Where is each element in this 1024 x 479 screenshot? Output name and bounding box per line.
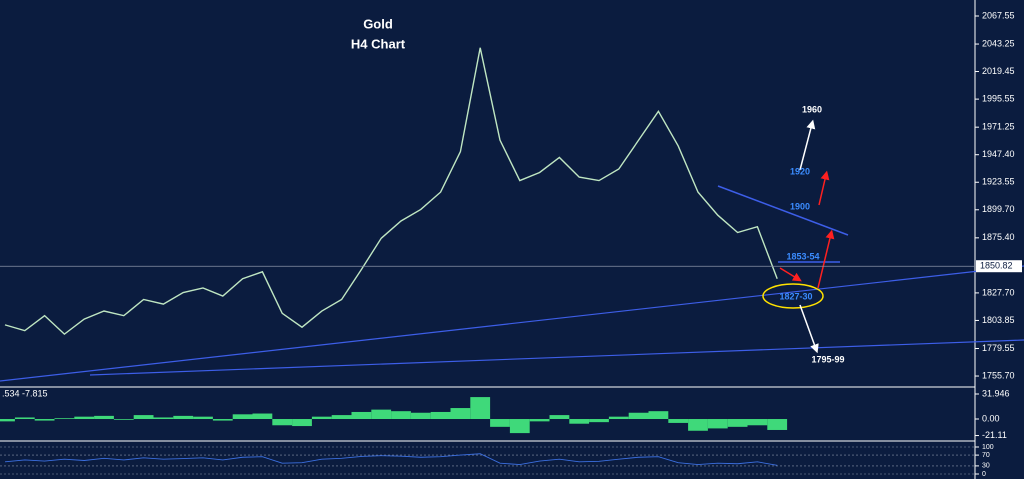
arrow [817,229,835,289]
y-tick-label: 0 [982,471,986,478]
histogram-bar [410,412,431,420]
histogram-bar [707,419,728,429]
y-tick-label: 1875.40 [982,232,1015,242]
histogram-bar [450,408,471,420]
histogram-bar [272,419,293,426]
histogram-bar [668,419,689,423]
y-tick-label: 1923.55 [982,177,1015,187]
histogram-bar [509,419,530,434]
y-tick-label: -21.11 [982,430,1007,440]
histogram-bar [549,415,570,420]
arrow [799,304,819,354]
arrow [799,119,816,171]
chart-subtitle: H4 Chart [351,36,406,51]
histogram-bar [608,416,629,420]
annotation: 1827-30 [779,291,812,301]
histogram-bar [470,397,491,420]
y-tick-label: 2043.25 [982,38,1015,48]
y-tick-label: 1803.85 [982,315,1015,325]
histogram-bar [113,419,134,420]
histogram-bar [212,419,233,421]
histogram-bar [34,419,55,421]
histogram-bar [311,416,332,420]
trend-line [717,185,849,236]
histogram-bar [628,412,649,420]
histogram-bar [54,418,75,420]
y-tick-label: 2067.55 [982,10,1015,20]
histogram-bar [292,419,312,427]
histogram-bar [94,415,114,420]
y-tick-label: 1995.55 [982,93,1015,103]
histogram-bar [331,415,352,420]
histogram-bar [153,417,174,420]
histogram-bar [648,411,669,420]
annotation: 1960 [802,104,822,114]
y-tick-label: 1827.70 [982,287,1015,297]
y-tick-label: 31.946 [982,388,1010,398]
histogram-bar [529,419,550,422]
indicator-header: .534 -7.815 [2,388,48,398]
histogram-bar [371,409,392,420]
arrow [818,170,830,206]
arrow [779,267,802,282]
y-tick-label: 1755.70 [982,370,1015,380]
histogram-bar [727,419,748,427]
histogram-bar [688,419,708,431]
trend-line [89,339,1024,376]
histogram-bar [351,411,372,420]
annotation: 1795-99 [811,354,844,364]
y-tick-label: 100 [982,444,994,451]
y-tick-label: 1899.70 [982,204,1015,214]
histogram-bar [193,416,213,420]
histogram-bar [490,419,510,427]
y-tick-label: 1971.25 [982,122,1015,132]
histogram-bar [133,415,154,420]
histogram-bar [232,414,253,420]
y-tick-label: 0.00 [982,413,1000,423]
chart-title: Gold [363,16,393,31]
y-tick-label: 1779.55 [982,343,1015,353]
annotation: 1900 [790,201,810,211]
highlight-ellipse [762,283,824,309]
histogram-bar [252,413,273,420]
annotation: 1853-54 [786,251,819,261]
histogram-bar [767,419,788,430]
histogram-bar [173,415,194,420]
histogram-bar [391,411,411,420]
y-tick-label: 70 [982,452,990,459]
histogram-bar [747,419,768,426]
y-tick-label: 2019.45 [982,66,1015,76]
y-tick-label: 1947.40 [982,149,1015,159]
y-tick-label: 30 [982,463,990,470]
histogram-bar [0,419,15,422]
price-line [4,453,778,466]
trend-line [0,265,1024,382]
histogram-bar [74,416,95,420]
histogram-bar [430,411,451,420]
histogram-bar [589,419,609,423]
histogram-bar [14,417,35,420]
annotation: 1920 [790,166,810,176]
last-price-label: 1850.82 [980,261,1013,271]
last-price-box [976,260,1022,273]
price-line [4,47,778,336]
histogram-bar [569,419,590,424]
